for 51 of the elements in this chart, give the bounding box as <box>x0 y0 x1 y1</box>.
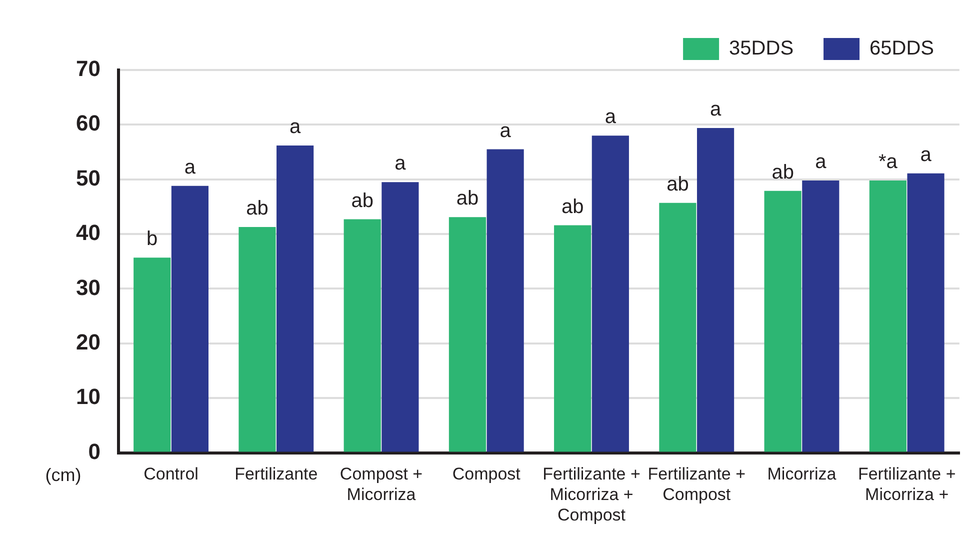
data-label: ab <box>351 190 374 212</box>
bar <box>764 190 802 452</box>
data-label: a <box>184 156 196 178</box>
bar <box>448 217 486 452</box>
bar <box>344 219 381 452</box>
bar <box>802 180 840 452</box>
bar <box>276 145 314 452</box>
data-label: ab <box>666 173 689 196</box>
y-tick-label: 30 <box>76 274 100 300</box>
x-tick-label: Control <box>144 464 198 484</box>
x-tick-label: Compost + Micorriza <box>340 464 423 504</box>
data-label: a <box>920 144 932 166</box>
x-tick-label: Fertilizante + Micorriza + Compost <box>542 464 640 524</box>
legend-label: 35DDS <box>729 38 794 60</box>
legend-label: 65DDS <box>870 38 934 60</box>
y-tick-label: 10 <box>76 384 100 410</box>
data-label: a <box>500 120 512 142</box>
data-label: a <box>290 116 302 138</box>
y-tick-label: 70 <box>76 56 100 82</box>
data-label: ab <box>772 161 794 184</box>
y-tick-label: 0 <box>88 438 100 464</box>
bar <box>592 136 629 452</box>
bar <box>554 225 592 452</box>
y-axis-title: (cm) <box>45 464 82 485</box>
bar <box>486 149 524 452</box>
y-tick-label: 50 <box>76 165 100 190</box>
y-tick-label: 40 <box>76 220 100 246</box>
x-tick-label: Fertilizante <box>234 464 318 484</box>
x-tick-label: Compost <box>452 464 521 484</box>
data-label: b <box>146 228 158 250</box>
data-label: ab <box>456 188 479 210</box>
data-label: a <box>394 152 407 175</box>
data-label: a <box>815 150 828 173</box>
bar <box>238 226 276 452</box>
data-label: ab <box>246 197 268 220</box>
data-label: a <box>604 106 617 128</box>
bar <box>869 180 906 452</box>
y-tick-label: 20 <box>76 329 100 354</box>
x-tick-label: Fertilizante + Micorriza + <box>858 464 956 504</box>
data-label: *a <box>878 150 898 173</box>
bar <box>696 128 734 452</box>
bar <box>134 258 171 452</box>
x-tick-label: Fertilizante + Compost <box>648 464 746 504</box>
bar <box>171 186 208 452</box>
bar <box>659 202 696 452</box>
bar <box>382 182 419 452</box>
data-label: a <box>710 98 722 120</box>
x-tick-label: Micorriza <box>767 464 837 484</box>
data-label: ab <box>561 196 584 218</box>
bar <box>907 173 944 452</box>
y-tick-label: 60 <box>76 110 100 136</box>
